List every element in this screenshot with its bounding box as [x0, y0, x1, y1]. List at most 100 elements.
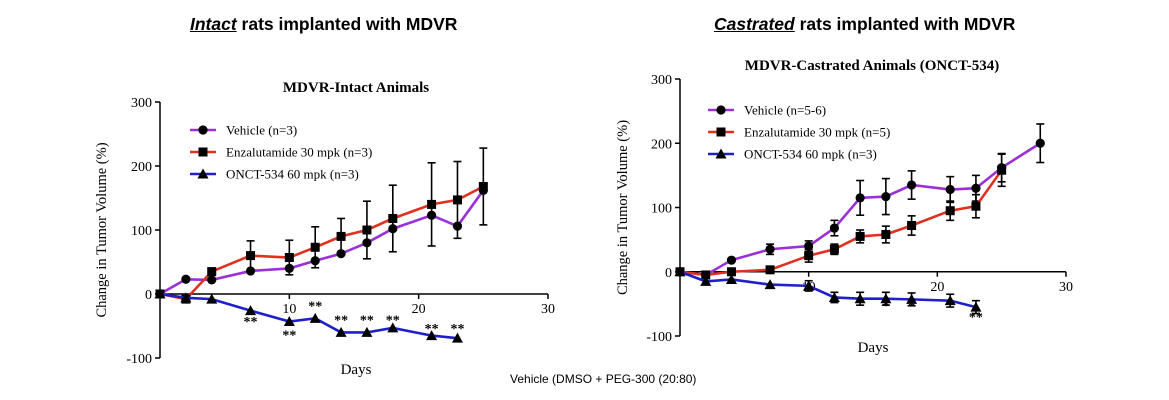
- heading-rest: rats implanted with MDVR: [236, 14, 458, 34]
- data-point: [804, 241, 814, 251]
- data-point: [944, 295, 956, 306]
- data-point: [246, 251, 256, 261]
- data-point: [829, 223, 840, 233]
- legend-label: Vehicle (n=5-6): [744, 103, 826, 118]
- x-tick-label: 20: [412, 302, 426, 317]
- data-point: [451, 332, 463, 343]
- series-onct: [674, 266, 982, 315]
- data-point: [804, 251, 814, 261]
- legend-label: Enzalutamide 30 mpk (n=5): [744, 125, 890, 140]
- data-point: [336, 231, 346, 241]
- data-point: [906, 293, 918, 304]
- y-tick-label: -100: [126, 352, 152, 367]
- data-point: [452, 195, 462, 205]
- y-axis-label: Change in Tumor Volume (%): [615, 120, 631, 295]
- y-tick-label: 200: [131, 160, 152, 175]
- data-point: [855, 231, 865, 241]
- heading-emphasis: Castrated: [714, 14, 795, 34]
- data-point: [361, 326, 373, 337]
- data-point: [154, 288, 166, 299]
- data-point: [726, 255, 737, 265]
- y-tick-label: 100: [131, 224, 152, 239]
- chart-title: MDVR-Castrated Animals (ONCT-534): [745, 58, 999, 74]
- significance-mark: **: [244, 315, 258, 330]
- y-tick-label: 0: [145, 288, 152, 303]
- data-point: [829, 244, 839, 254]
- series-enzalutamide: [155, 147, 488, 304]
- data-point: [387, 322, 399, 333]
- significance-mark: **: [450, 322, 464, 337]
- data-point: [803, 280, 815, 291]
- data-point: [700, 275, 712, 286]
- significance-mark: *: [908, 299, 915, 314]
- data-point: [854, 293, 866, 304]
- data-point: [310, 242, 320, 252]
- x-tick-label: 30: [541, 302, 555, 317]
- data-point: [478, 181, 488, 191]
- y-tick-label: 100: [651, 202, 672, 217]
- legend-label: Vehicle (n=3): [226, 123, 297, 138]
- data-point: [828, 291, 840, 302]
- data-point: [362, 225, 372, 235]
- x-tick-label: 30: [1059, 280, 1073, 295]
- data-point: [765, 265, 775, 275]
- data-point: [765, 244, 775, 254]
- significance-mark: **: [386, 314, 400, 329]
- chart-intact: MDVR-Intact Animals -100 0 100 200 300 10 20 30 D…: [94, 80, 555, 378]
- data-point: [764, 279, 776, 290]
- significance-mark: **: [308, 300, 322, 315]
- data-point: [726, 267, 736, 277]
- series-enzalutamide: [675, 153, 1007, 280]
- chart-title: MDVR-Intact Animals: [283, 80, 429, 96]
- data-point: [907, 180, 917, 190]
- legend-marker: [198, 147, 208, 157]
- significance-mark: **: [425, 322, 439, 337]
- legend-label: Enzalutamide 30 mpk (n=3): [226, 145, 372, 160]
- x-tick-label: 10: [282, 302, 296, 317]
- data-point: [427, 199, 437, 209]
- legend-label: ONCT-534 60 mpk (n=3): [226, 167, 359, 182]
- data-point: [945, 206, 955, 216]
- panel-heading-castrated: Castrated rats implanted with MDVR: [714, 14, 1015, 35]
- data-point: [335, 326, 347, 337]
- data-point: [725, 273, 737, 284]
- y-tick-label: -100: [646, 330, 672, 345]
- data-point: [881, 191, 891, 202]
- data-point: [1035, 138, 1045, 148]
- data-point: [206, 293, 218, 304]
- data-point: [426, 330, 438, 341]
- data-point: [309, 312, 321, 323]
- data-point: [181, 274, 191, 284]
- data-point: [283, 316, 295, 327]
- heading-rest: rats implanted with MDVR: [794, 14, 1016, 34]
- data-point: [207, 267, 217, 277]
- data-point: [970, 301, 982, 312]
- data-point: [945, 184, 955, 195]
- data-point: [180, 292, 192, 303]
- data-point: [388, 213, 398, 223]
- y-tick-label: 0: [665, 266, 672, 281]
- y-axis-label: Change in Tumor Volume (%): [94, 142, 110, 317]
- data-point: [855, 193, 865, 203]
- legend-label: ONCT-534 60 mpk (n=3): [744, 147, 877, 162]
- legend-marker: [715, 148, 727, 159]
- data-point: [880, 293, 892, 304]
- significance-mark: **: [282, 328, 296, 343]
- data-point: [971, 183, 981, 193]
- legend-marker: [198, 125, 208, 135]
- legend-marker: [716, 105, 726, 115]
- data-point: [971, 201, 981, 211]
- data-point: [207, 275, 217, 285]
- data-point: [881, 229, 891, 239]
- legend-marker: [716, 127, 726, 137]
- panel-heading-intact: Intact rats implanted with MDVR: [190, 14, 457, 35]
- significance-mark: **: [360, 314, 374, 329]
- y-tick-label: 300: [651, 73, 672, 88]
- data-point: [907, 220, 917, 230]
- legend-marker: [197, 168, 209, 179]
- data-point: [997, 165, 1007, 175]
- data-point: [245, 305, 257, 316]
- y-tick-label: 300: [131, 96, 152, 111]
- chart-castrated: MDVR-Castrated Animals (ONCT-534) -100 0 10…: [615, 58, 1073, 356]
